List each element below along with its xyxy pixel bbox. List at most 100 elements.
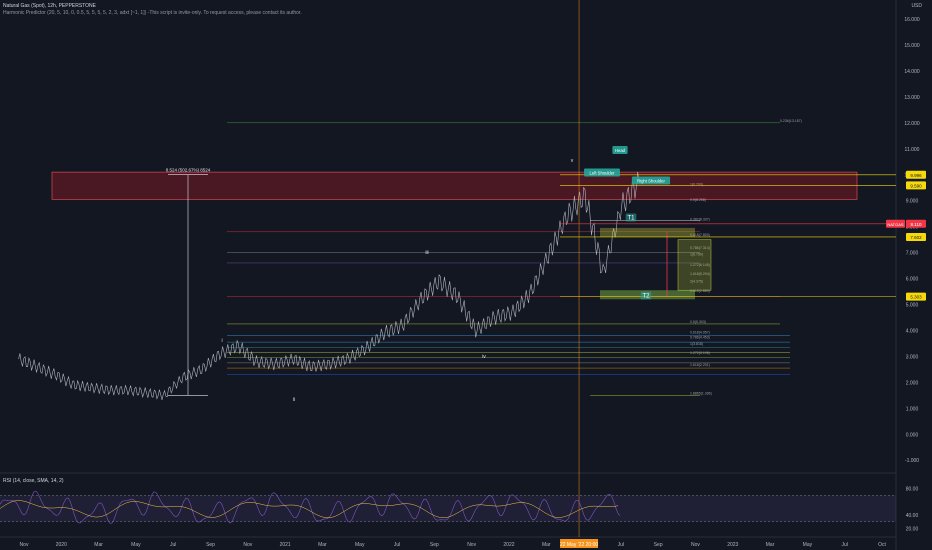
y-tick-label: 13.000 <box>904 95 920 101</box>
fib-label: 1.272(6.145) <box>690 263 710 267</box>
x-tick-label: Sep <box>430 542 439 548</box>
price-badge-label: 9.590 <box>910 183 922 188</box>
fib-label: 1(6.750) <box>690 252 703 256</box>
crosshair-date-box <box>560 539 599 548</box>
y-tick-label: 9.000 <box>906 199 919 205</box>
price-badge-label: 8.110 <box>911 222 922 227</box>
x-tick-label: May <box>131 542 141 548</box>
pattern-label-box <box>584 168 620 177</box>
x-tick-label: 2023 <box>727 542 738 548</box>
x-tick-label: Nov <box>20 542 29 548</box>
fib-label: 1(0.200) <box>690 182 703 186</box>
y-tick-label: 15.000 <box>904 43 920 49</box>
pattern-label-box <box>640 291 652 300</box>
pattern-label-box <box>625 213 637 222</box>
fib-label: 2(4.375) <box>690 280 703 284</box>
pattern-label: Head <box>615 148 626 153</box>
fib-label: 2.618(2.883) <box>690 289 710 293</box>
y-tick-label: 16.000 <box>904 17 920 23</box>
wave-label: v <box>571 158 574 164</box>
wave-label: ii <box>293 397 295 403</box>
rsi-tick-label: 20.00 <box>906 526 919 532</box>
rsi-band <box>0 495 896 522</box>
measure-label: 8.524 (502.67%) 8524 <box>166 168 211 173</box>
x-tick-label: Oct <box>878 542 886 548</box>
currency-label: USD <box>911 3 922 9</box>
wave-label: iv <box>482 354 486 360</box>
fib-label: 1(3.818) <box>690 342 703 346</box>
projection-box <box>677 239 712 291</box>
pattern-label-box <box>612 146 628 154</box>
fib-label: 0.5(5.303) <box>690 320 706 324</box>
pattern-label: T1 <box>627 216 635 222</box>
y-tick-label: 12.000 <box>904 121 920 127</box>
y-tick-label: 11.000 <box>905 147 920 153</box>
price-badge <box>906 170 926 179</box>
chart-title: Natural Gas (Spot), 12h, PEPPERSTONE <box>3 3 97 9</box>
x-tick-label: Jul <box>170 542 176 548</box>
fib-label: 1.8865(1.396) <box>690 391 712 395</box>
x-tick-label: 2020 <box>56 542 67 548</box>
fib-label: 0.618(7.800) <box>690 233 710 237</box>
rsi-tick-label: 80.00 <box>906 487 919 493</box>
fib-label: 0.618(4.957) <box>690 330 710 334</box>
x-tick-label: Nov <box>691 542 700 548</box>
x-tick-label: Jul <box>394 542 400 548</box>
price-badge-label: 9.996 <box>910 173 922 178</box>
rsi-tick-label: 40.00 <box>906 513 919 519</box>
pattern-label: Left Shoulder <box>590 171 616 176</box>
x-tick-label: May <box>803 542 813 548</box>
fib-label: 1.618(2.201) <box>690 363 710 367</box>
pattern-label: Right Shoulder <box>637 179 665 184</box>
symbol-tag <box>886 219 905 228</box>
price-badge <box>906 232 926 241</box>
y-tick-label: -1.000 <box>905 458 919 464</box>
y-tick-label: 5.000 <box>906 302 919 308</box>
rsi-ma-line <box>0 500 619 518</box>
x-tick-label: Mar <box>318 542 327 548</box>
price-badge-label: 5.303 <box>910 295 922 300</box>
y-tick-label: 6.000 <box>906 277 919 283</box>
x-tick-label: Nov <box>243 542 252 548</box>
x-tick-label: Mar <box>766 542 775 548</box>
target-box <box>600 227 695 237</box>
symbol-tag-label: NATGAS <box>887 222 903 227</box>
x-tick-label: Mar <box>94 542 103 548</box>
wave-label: i <box>221 338 222 344</box>
wave-label: iii <box>425 250 428 256</box>
price-series <box>18 171 641 400</box>
x-tick-label: Jul <box>618 542 624 548</box>
pattern-label-box <box>631 176 671 185</box>
x-tick-label: Jul <box>841 542 847 548</box>
y-tick-label: 3.000 <box>906 354 919 360</box>
y-tick-label: 1.000 <box>906 406 919 412</box>
x-tick-label: Nov <box>467 542 476 548</box>
y-tick-label: 14.000 <box>904 69 920 75</box>
x-tick-label: 2022 <box>503 542 514 548</box>
crosshair-date: 22 May '22 20:00 <box>560 542 598 548</box>
y-tick-label: 2.000 <box>906 380 919 386</box>
resistance-zone <box>51 171 858 200</box>
rsi-line <box>0 490 621 524</box>
price-badge <box>906 181 926 190</box>
indicator-label: Harmonic Predictor (20, 5, 10, 0, 0.5, 5… <box>3 10 302 16</box>
fib-label: 1.272(3.106) <box>690 351 710 355</box>
price-badge <box>906 219 926 228</box>
x-tick-label: May <box>355 542 365 548</box>
x-tick-label: Sep <box>654 542 663 548</box>
rsi-label: RSI (14, close, SMA, 14, 2) <box>3 478 64 484</box>
fib-label: 0.786(4.453) <box>690 336 710 340</box>
fib-label: 1.618(5.294) <box>690 272 710 276</box>
x-tick-label: Sep <box>206 542 215 548</box>
y-tick-label: 4.000 <box>906 328 919 334</box>
fib-label: 0.5(8.258) <box>690 198 706 202</box>
fib-label: 0.786(7.314) <box>690 246 710 250</box>
y-tick-label: 7.000 <box>906 251 919 257</box>
y-tick-label: 0.000 <box>906 432 919 438</box>
x-tick-label: 2021 <box>280 542 291 548</box>
fib-label: 0.236(13.187) <box>780 119 802 123</box>
price-badge <box>906 292 926 301</box>
fib-label: 0.382(8.337) <box>690 217 710 221</box>
